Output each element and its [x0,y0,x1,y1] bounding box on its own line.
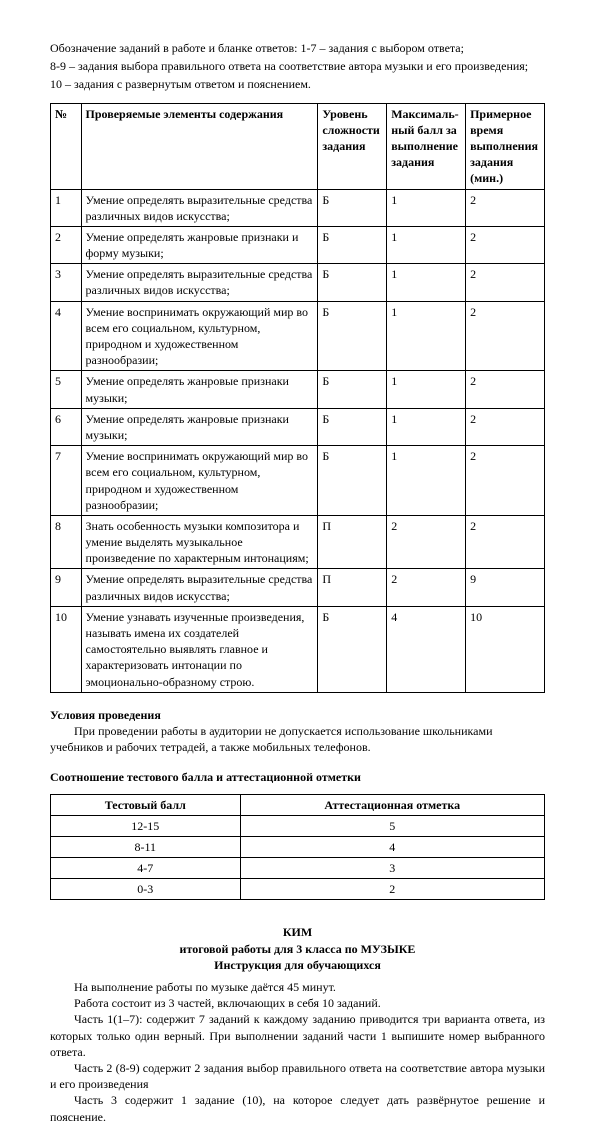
table-row: 1Умение определять выразительные средств… [51,189,545,226]
intro-line-3: 10 – задания с развернутым ответом и поя… [50,76,545,92]
cell-desc: Умение определять жанровые признаки музы… [81,408,318,445]
grade-cell-mark: 3 [240,858,544,879]
grade-cell-mark: 4 [240,836,544,857]
header-num: № [51,103,82,189]
cell-num: 2 [51,226,82,263]
cell-desc: Умение определять выразительные средства… [81,569,318,606]
cell-desc: Знать особенность музыки композитора и у… [81,515,318,569]
cell-time: 2 [466,226,545,263]
grade-cell-mark: 2 [240,879,544,900]
cell-score: 1 [387,301,466,371]
kim-subtitle: итоговой работы для 3 класса по МУЗЫКЕ [50,941,545,957]
cell-level: Б [318,226,387,263]
cell-level: Б [318,264,387,301]
cell-level: Б [318,189,387,226]
cell-desc: Умение узнавать изученные произведения, … [81,606,318,692]
cell-desc: Умение определять выразительные средства… [81,264,318,301]
grade-cell-mark: 5 [240,815,544,836]
grade-cell-score: 0-3 [51,879,241,900]
cell-time: 10 [466,606,545,692]
conditions-block: Условия проведения При проведении работы… [50,707,545,756]
header-desc: Проверяемые элементы содержания [81,103,318,189]
cell-num: 7 [51,446,82,516]
cell-score: 1 [387,226,466,263]
header-time: Примерное время выполнения задания (мин.… [466,103,545,189]
table-row: 6Умение определять жанровые признаки муз… [51,408,545,445]
cell-score: 1 [387,408,466,445]
cell-level: П [318,515,387,569]
grade-row: 12-155 [51,815,545,836]
cell-level: Б [318,301,387,371]
cell-num: 1 [51,189,82,226]
grade-row: 8-114 [51,836,545,857]
table-row: 8Знать особенность музыки композитора и … [51,515,545,569]
conditions-heading: Условия проведения [50,707,545,723]
cell-score: 1 [387,446,466,516]
kim-block: КИМ итоговой работы для 3 класса по МУЗЫ… [50,924,545,973]
cell-desc: Умение определять жанровые признаки музы… [81,371,318,408]
cell-score: 2 [387,569,466,606]
main-table: № Проверяемые элементы содержания Уровен… [50,103,545,693]
cell-level: Б [318,408,387,445]
cell-num: 4 [51,301,82,371]
table-row: 4Умение воспринимать окружающий мир во в… [51,301,545,371]
grade-heading: Соотношение тестового балла и аттестацио… [50,769,545,785]
cell-score: 1 [387,371,466,408]
grade-row: 0-32 [51,879,545,900]
grade-header-score: Тестовый балл [51,794,241,815]
cell-time: 2 [466,301,545,371]
cell-desc: Умение воспринимать окружающий мир во вс… [81,301,318,371]
grade-row: 4-73 [51,858,545,879]
table-row: 3Умение определять выразительные средств… [51,264,545,301]
cell-time: 2 [466,189,545,226]
grade-table: Тестовый балл Аттестационная отметка 12-… [50,794,545,901]
cell-level: Б [318,606,387,692]
cell-score: 1 [387,264,466,301]
table-row: 2Умение определять жанровые признаки и ф… [51,226,545,263]
table-row: 10Умение узнавать изученные произведения… [51,606,545,692]
cell-num: 3 [51,264,82,301]
cell-time: 2 [466,446,545,516]
table-row: 5Умение определять жанровые признаки муз… [51,371,545,408]
instr-block: На выполнение работы по музыке даётся 45… [50,979,545,1125]
cell-score: 1 [387,189,466,226]
cell-num: 9 [51,569,82,606]
cell-num: 6 [51,408,82,445]
intro-block: Обозначение заданий в работе и бланке от… [50,40,545,93]
cell-score: 2 [387,515,466,569]
instr-p5: Часть 3 содержит 1 задание (10), на кото… [50,1092,545,1124]
cell-level: П [318,569,387,606]
header-score: Максималь-ный балл за выполнение задания [387,103,466,189]
cell-num: 5 [51,371,82,408]
cell-level: Б [318,371,387,408]
instr-p1: На выполнение работы по музыке даётся 45… [50,979,545,995]
intro-line-1: Обозначение заданий в работе и бланке от… [50,40,545,56]
cell-time: 2 [466,264,545,301]
cell-level: Б [318,446,387,516]
kim-instr-heading: Инструкция для обучающихся [50,957,545,973]
grade-cell-score: 12-15 [51,815,241,836]
kim-title: КИМ [50,924,545,940]
cell-time: 9 [466,569,545,606]
instr-p3: Часть 1(1–7): содержит 7 заданий к каждо… [50,1011,545,1060]
table-row: 9Умение определять выразительные средств… [51,569,545,606]
grade-header-mark: Аттестационная отметка [240,794,544,815]
cell-desc: Умение воспринимать окружающий мир во вс… [81,446,318,516]
header-level: Уровень сложности задания [318,103,387,189]
instr-p4: Часть 2 (8-9) содержит 2 задания выбор п… [50,1060,545,1092]
grade-cell-score: 8-11 [51,836,241,857]
cell-time: 2 [466,371,545,408]
table-row: 7Умение воспринимать окружающий мир во в… [51,446,545,516]
cell-num: 8 [51,515,82,569]
grade-cell-score: 4-7 [51,858,241,879]
intro-line-2: 8-9 – задания выбора правильного ответа … [50,58,545,74]
instr-p2: Работа состоит из 3 частей, включающих в… [50,995,545,1011]
cell-desc: Умение определять выразительные средства… [81,189,318,226]
cell-score: 4 [387,606,466,692]
cell-desc: Умение определять жанровые признаки и фо… [81,226,318,263]
cell-time: 2 [466,408,545,445]
conditions-text: При проведении работы в аудитории не доп… [50,723,545,755]
cell-num: 10 [51,606,82,692]
cell-time: 2 [466,515,545,569]
